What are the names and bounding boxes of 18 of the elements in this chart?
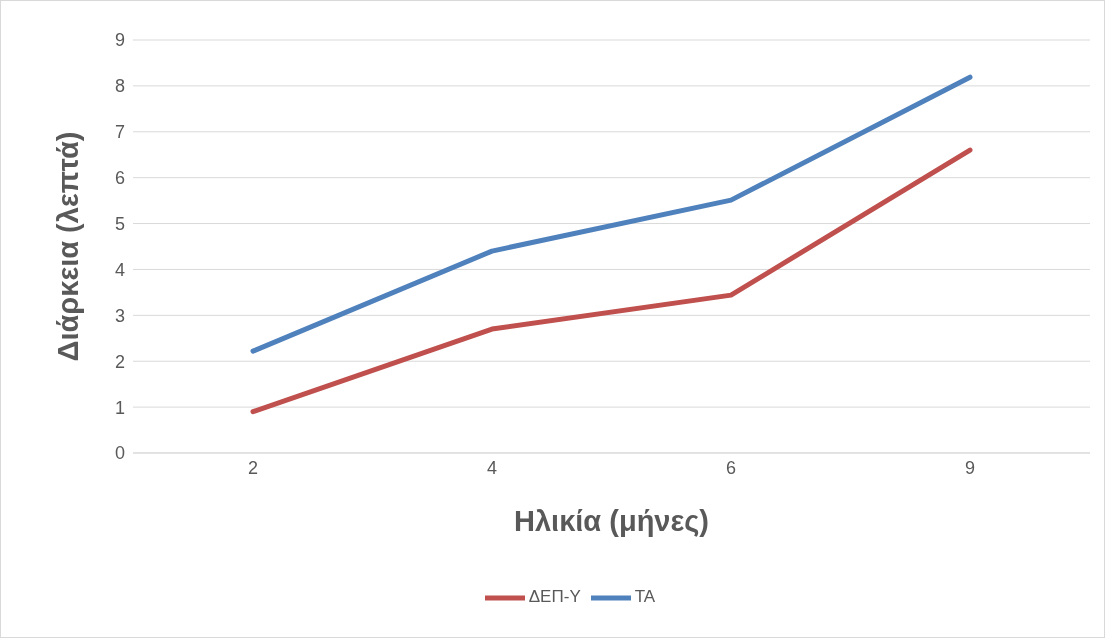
y-tick-label: 8 (114, 76, 125, 97)
y-tick-label: 9 (114, 30, 125, 51)
y-tick-label: 2 (114, 351, 125, 372)
y-tick-label: 4 (114, 259, 125, 280)
y-tick-label: 7 (114, 122, 125, 143)
y-tick-label: 3 (114, 305, 125, 326)
legend-label: ΤΑ (634, 587, 656, 607)
x-tick-label: 9 (964, 457, 976, 478)
legend-label: ΔΕΠ-Υ (528, 587, 581, 607)
y-tick-label: 1 (114, 397, 125, 418)
y-tick-label: 6 (114, 168, 125, 189)
y-tick-label: 0 (114, 443, 125, 464)
x-tick-label: 4 (486, 457, 498, 478)
y-tick-label: 5 (114, 213, 125, 234)
x-tick-label: 2 (247, 457, 259, 478)
x-tick-label: 6 (725, 457, 737, 478)
x-axis-title: Ηλικία (μήνες) (514, 505, 709, 537)
y-axis-title: Διάρκεια (λεπτά) (52, 131, 85, 362)
